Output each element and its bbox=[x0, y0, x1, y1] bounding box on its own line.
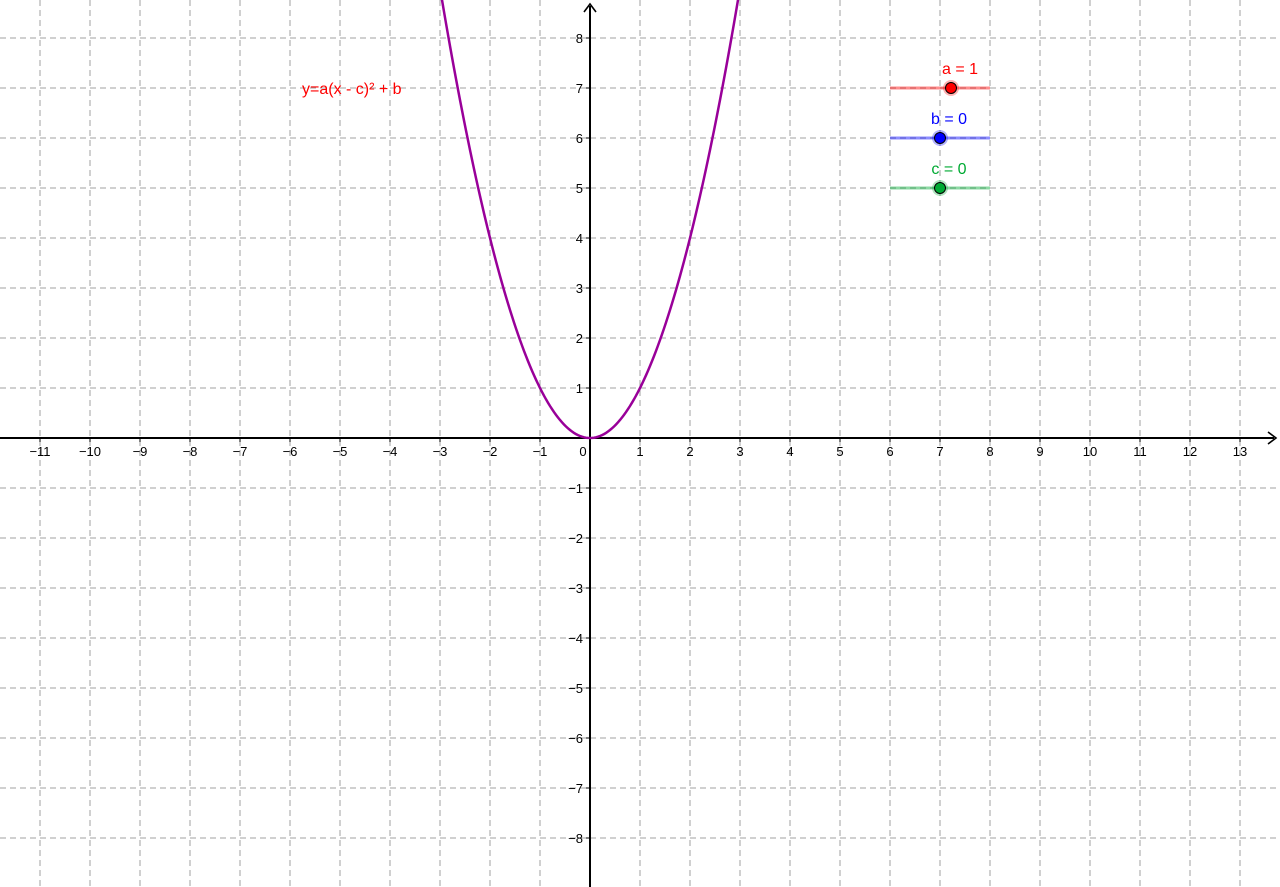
slider-a[interactable]: a = 1 bbox=[890, 61, 990, 96]
y-tick-label: −7 bbox=[568, 781, 583, 796]
sliders[interactable]: a = 1 b = 0 c = 0 bbox=[890, 61, 990, 196]
x-tick-label: 0 bbox=[579, 444, 586, 459]
x-tick-label: 1 bbox=[636, 444, 643, 459]
x-tick-label: −7 bbox=[233, 444, 248, 459]
y-tick-label: −5 bbox=[568, 681, 583, 696]
x-tick-label: 2 bbox=[686, 444, 693, 459]
x-tick-label: 4 bbox=[786, 444, 793, 459]
x-tick-label: −11 bbox=[29, 444, 50, 459]
x-tick-label: −1 bbox=[533, 444, 548, 459]
tick-labels: −11 −10 −9 −8 −7 −6 −5 −4 −3 −2 −1 0 1 2 3 4 5 6 7 8 9 10 11 12… bbox=[29, 31, 1247, 846]
x-tick-label: 10 bbox=[1083, 444, 1097, 459]
y-tick-label: −3 bbox=[568, 581, 583, 596]
y-tick-label: −8 bbox=[568, 831, 583, 846]
x-tick-label: 6 bbox=[886, 444, 893, 459]
y-tick-label: −2 bbox=[568, 531, 583, 546]
y-tick-label: 6 bbox=[576, 131, 583, 146]
x-tick-label: −5 bbox=[333, 444, 348, 459]
x-tick-label: −6 bbox=[283, 444, 298, 459]
x-tick-label: 3 bbox=[736, 444, 743, 459]
x-tick-label: 12 bbox=[1183, 444, 1197, 459]
y-tick-label: −6 bbox=[568, 731, 583, 746]
y-tick-label: 5 bbox=[576, 181, 583, 196]
y-axis-arrow bbox=[583, 2, 597, 13]
x-tick-label: −4 bbox=[383, 444, 398, 459]
slider-b[interactable]: b = 0 bbox=[890, 111, 990, 146]
y-tick-label: 7 bbox=[576, 81, 583, 96]
y-tick-label: 1 bbox=[576, 381, 583, 396]
y-tick-label: −1 bbox=[568, 481, 583, 496]
x-tick-label: 8 bbox=[986, 444, 993, 459]
function-label[interactable]: y=a(x - c)² + b bbox=[302, 81, 402, 98]
slider-handle[interactable] bbox=[934, 132, 946, 144]
x-tick-label: −10 bbox=[79, 444, 101, 459]
slider-label: b = 0 bbox=[931, 111, 967, 128]
slider-handle[interactable] bbox=[945, 82, 957, 94]
slider-c[interactable]: c = 0 bbox=[890, 161, 990, 196]
y-tick-label: 8 bbox=[576, 31, 583, 46]
x-tick-label: −8 bbox=[183, 444, 198, 459]
y-tick-label: 3 bbox=[576, 281, 583, 296]
x-axis-arrow bbox=[1267, 431, 1278, 445]
parabola-curve[interactable] bbox=[434, 0, 746, 440]
y-tick-label: −4 bbox=[568, 631, 583, 646]
x-tick-label: 9 bbox=[1036, 444, 1043, 459]
y-tick-label: 4 bbox=[576, 231, 583, 246]
x-tick-label: −3 bbox=[433, 444, 448, 459]
x-tick-label: 7 bbox=[936, 444, 943, 459]
x-tick-label: −9 bbox=[133, 444, 148, 459]
slider-label: c = 0 bbox=[931, 161, 966, 178]
slider-handle[interactable] bbox=[934, 182, 946, 194]
x-tick-label: 13 bbox=[1233, 444, 1247, 459]
slider-label: a = 1 bbox=[942, 61, 978, 78]
x-tick-label: 5 bbox=[836, 444, 843, 459]
y-tick-label: 2 bbox=[576, 331, 583, 346]
x-tick-label: 11 bbox=[1133, 444, 1147, 459]
x-tick-label: −2 bbox=[483, 444, 498, 459]
